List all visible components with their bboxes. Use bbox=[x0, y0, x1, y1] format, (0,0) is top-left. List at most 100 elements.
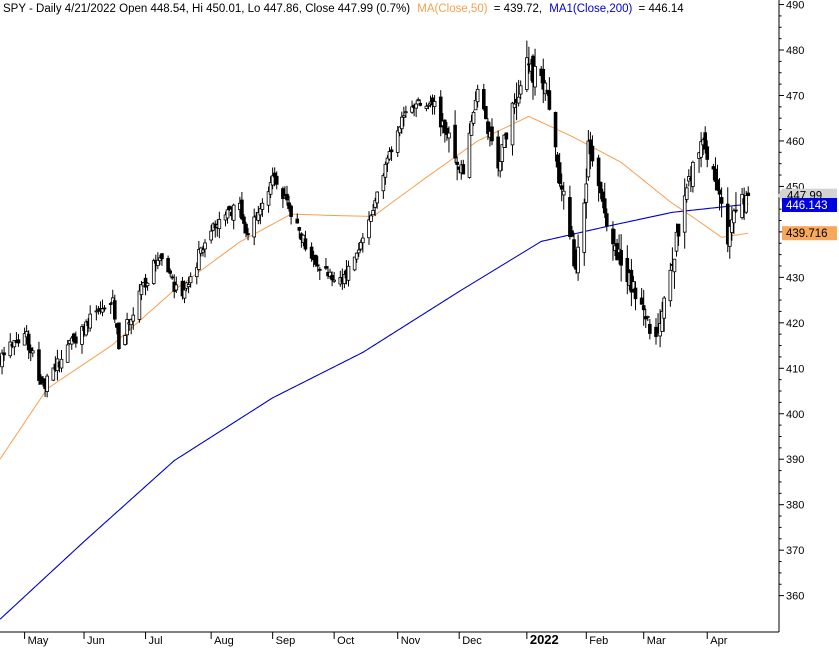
candle-body-up bbox=[367, 219, 371, 239]
candle-body-down bbox=[287, 202, 291, 210]
candle-body-up bbox=[361, 237, 365, 244]
candle-body-down bbox=[570, 230, 574, 237]
candle-body-up bbox=[502, 134, 507, 148]
candle-body-down bbox=[633, 287, 638, 300]
candle-body-down bbox=[113, 300, 117, 320]
candle-body-up bbox=[266, 191, 271, 206]
candle-body-up bbox=[387, 151, 392, 160]
candle-body-down bbox=[240, 199, 244, 220]
candle-body-up bbox=[369, 215, 373, 222]
candle-body-down bbox=[541, 68, 546, 90]
candle-body-up bbox=[342, 274, 347, 285]
candle-body-down bbox=[746, 192, 751, 196]
candle-body-down bbox=[16, 339, 21, 344]
candle-body-down bbox=[559, 185, 564, 190]
ma50-value-tag bbox=[782, 226, 837, 241]
x-tick-label: Nov bbox=[401, 635, 421, 647]
candle-body-up bbox=[80, 326, 84, 345]
y-tick-label: 480 bbox=[786, 45, 804, 57]
candle-body-up bbox=[631, 281, 636, 290]
candle-body-up bbox=[0, 352, 4, 368]
header-ma200-value: = 446.14 bbox=[639, 3, 685, 15]
candle-body-up bbox=[473, 99, 478, 111]
candle-body-up bbox=[186, 284, 191, 288]
candle-body-up bbox=[561, 190, 566, 196]
candle-body-down bbox=[553, 111, 558, 148]
candle-body-down bbox=[572, 239, 576, 267]
candle-body-down bbox=[445, 127, 449, 135]
candle-body-down bbox=[242, 216, 246, 224]
candle-body-up bbox=[672, 258, 677, 273]
candle-body-up bbox=[194, 267, 199, 278]
candle-body-up bbox=[740, 193, 744, 218]
candle-body-up bbox=[516, 96, 521, 104]
candle-body-down bbox=[244, 223, 248, 234]
candle-body-up bbox=[732, 210, 736, 224]
candle-body-down bbox=[297, 227, 302, 231]
time-axis: May Jun Jul Aug Sep Oct Nov Dec 2022 Feb Mar Apr bbox=[0, 631, 779, 647]
y-tick-label: 460 bbox=[786, 136, 804, 148]
candle-body-up bbox=[447, 132, 451, 139]
candle-body-down bbox=[611, 228, 615, 245]
candle-body-up bbox=[498, 161, 502, 172]
candle-body-down bbox=[600, 191, 605, 202]
candle-body-down bbox=[676, 223, 681, 237]
candle-body-down bbox=[295, 218, 300, 224]
candle-body-up bbox=[203, 242, 207, 250]
candle-body-up bbox=[471, 111, 476, 124]
candle-body-down bbox=[324, 266, 328, 269]
ma200-value-tag bbox=[782, 198, 837, 212]
candle-body-up bbox=[225, 209, 230, 219]
header-quote: SPY - Daily 4/21/2022 Open 448.54, Hi 45… bbox=[3, 3, 410, 15]
candle-body-down bbox=[648, 323, 652, 334]
candle-body-up bbox=[346, 265, 351, 281]
candle-body-down bbox=[108, 303, 113, 305]
x-tick-label: May bbox=[28, 635, 49, 647]
candle-body-up bbox=[414, 103, 418, 109]
candle-body-down bbox=[37, 349, 41, 381]
candle-body-down bbox=[490, 126, 494, 142]
candle-body-down bbox=[455, 161, 459, 165]
y-tick-label: 470 bbox=[786, 90, 804, 102]
candle-body-up bbox=[467, 132, 472, 178]
plot-area bbox=[0, 40, 751, 620]
y-tick-label: 420 bbox=[786, 318, 804, 330]
candle-body-down bbox=[639, 297, 644, 305]
candle-body-up bbox=[45, 375, 49, 392]
candle-body-up bbox=[646, 316, 650, 318]
candle-body-up bbox=[139, 284, 144, 296]
x-tick-label: Apr bbox=[710, 635, 727, 647]
candle-body-up bbox=[475, 88, 480, 103]
candle-body-up bbox=[383, 163, 388, 178]
x-tick-label: Jun bbox=[87, 635, 105, 647]
candle-body-up bbox=[125, 319, 129, 336]
candle-body-down bbox=[2, 352, 6, 356]
candle-body-up bbox=[209, 230, 213, 241]
candle-body-up bbox=[260, 202, 265, 210]
candle-body-up bbox=[512, 103, 517, 109]
candlesticks bbox=[0, 40, 751, 398]
candle-body-down bbox=[227, 205, 232, 210]
candle-body-up bbox=[30, 350, 35, 354]
candle-body-down bbox=[481, 89, 486, 110]
x-tick-label: Oct bbox=[337, 635, 354, 647]
candle-body-down bbox=[547, 90, 552, 110]
candle-body-up bbox=[668, 269, 673, 302]
candle-body-down bbox=[438, 96, 443, 128]
candle-body-up bbox=[399, 116, 404, 130]
x-tick-label: 2022 bbox=[530, 632, 559, 647]
candle-body-up bbox=[356, 249, 361, 254]
candle-body-up bbox=[582, 202, 587, 253]
candle-body-up bbox=[217, 218, 222, 230]
header-ma200-label: MA1(Close,200) bbox=[549, 3, 632, 15]
candle-body-up bbox=[371, 210, 375, 216]
candle-body-up bbox=[730, 219, 734, 233]
candle-body-up bbox=[684, 187, 689, 200]
candle-body-up bbox=[397, 126, 402, 134]
candle-body-up bbox=[182, 289, 187, 299]
candle-body-up bbox=[500, 144, 505, 162]
candle-body-up bbox=[100, 308, 105, 313]
x-tick-label: Sep bbox=[276, 635, 296, 647]
candle-body-up bbox=[426, 104, 431, 107]
